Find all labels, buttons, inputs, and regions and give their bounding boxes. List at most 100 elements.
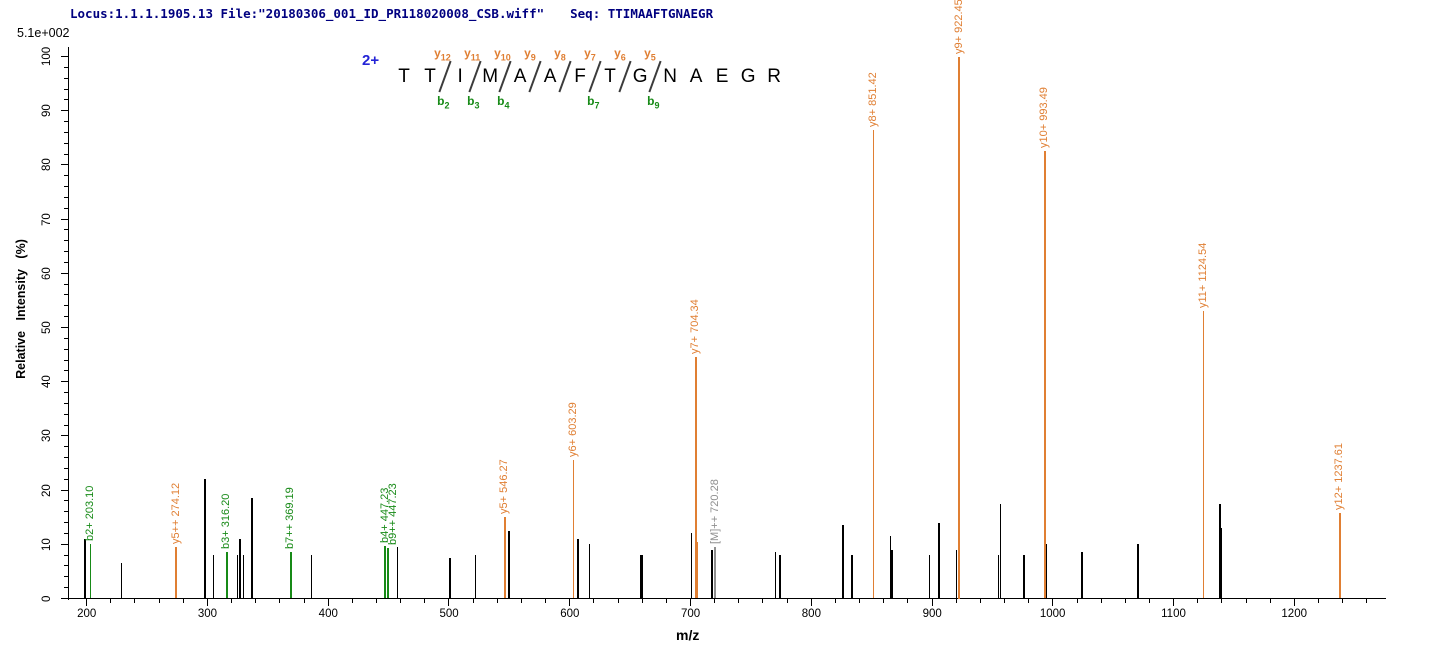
x-axis-minor-tick bbox=[979, 598, 981, 603]
y-axis-major-tick bbox=[61, 327, 68, 328]
peak bbox=[641, 555, 644, 599]
peak bbox=[239, 538, 241, 599]
cleavage-mark: y9 bbox=[524, 46, 542, 93]
x-axis-major-tick bbox=[810, 598, 812, 606]
y-axis-tick-label: 60 bbox=[41, 267, 53, 280]
peak bbox=[84, 538, 86, 599]
peak bbox=[1045, 544, 1048, 599]
y-ion-label-y12: y12 bbox=[434, 45, 451, 62]
peak bbox=[889, 536, 892, 599]
y-axis-minor-tick bbox=[64, 77, 68, 79]
y-axis-minor-tick bbox=[64, 283, 68, 285]
x-axis-minor-tick bbox=[1318, 598, 1320, 603]
b-ion-label-b2: b2 bbox=[437, 94, 450, 111]
y-axis-minor-tick bbox=[64, 142, 68, 144]
y-axis-minor-tick bbox=[64, 186, 68, 188]
peak bbox=[955, 549, 958, 599]
peak-label-y8: y8+ 851.42 bbox=[866, 71, 879, 127]
peak-y9 bbox=[958, 56, 960, 599]
x-axis-minor-tick bbox=[1366, 598, 1368, 603]
x-axis-minor-tick bbox=[303, 598, 305, 603]
y-axis-minor-tick bbox=[64, 261, 68, 263]
x-axis-tick-label: 200 bbox=[77, 607, 97, 620]
peak-label-b9: b9++ 447.23 bbox=[387, 483, 400, 546]
x-axis-minor-tick bbox=[859, 598, 861, 603]
y-ion-label-y11: y11 bbox=[464, 45, 481, 62]
peak bbox=[588, 544, 591, 599]
peak bbox=[842, 525, 844, 599]
peak-y10 bbox=[1044, 151, 1046, 599]
peak bbox=[204, 479, 206, 599]
peak bbox=[396, 547, 399, 599]
y-ion-label-y7: y7 bbox=[584, 45, 596, 62]
x-axis-tick-label: 800 bbox=[801, 607, 821, 620]
x-axis-minor-tick bbox=[255, 598, 257, 603]
x-axis-major-tick bbox=[931, 598, 933, 606]
y-axis-minor-tick bbox=[64, 446, 68, 448]
y-ion-label-y6: y6 bbox=[614, 45, 626, 62]
y-axis-major-tick bbox=[61, 381, 68, 383]
x-axis-minor-tick bbox=[593, 598, 595, 603]
y-axis-major-tick bbox=[61, 110, 68, 112]
y-axis-minor-tick bbox=[64, 229, 68, 231]
peak bbox=[1219, 503, 1221, 599]
x-axis-minor-tick bbox=[1245, 598, 1247, 603]
y-axis-tick-label: 50 bbox=[41, 321, 53, 334]
sequence-residue: E bbox=[715, 66, 729, 87]
x-axis-minor-tick bbox=[182, 598, 184, 603]
peak bbox=[120, 563, 123, 599]
y-ion-label-y8: y8 bbox=[554, 45, 566, 62]
x-axis-major-tick bbox=[690, 598, 692, 606]
y-axis-tick-label: 10 bbox=[41, 538, 53, 551]
x-axis-minor-tick bbox=[617, 598, 619, 603]
x-axis-tick-label: 1000 bbox=[1039, 607, 1066, 620]
peak-b2 bbox=[89, 544, 92, 599]
x-axis-minor-tick bbox=[1004, 598, 1006, 603]
peak bbox=[696, 541, 699, 599]
x-axis-tick-label: 900 bbox=[922, 607, 942, 620]
x-axis-minor-tick bbox=[496, 598, 498, 603]
peak bbox=[310, 555, 313, 599]
peak bbox=[999, 503, 1002, 599]
peak-label-y11: y11+ 1124.54 bbox=[1196, 242, 1209, 309]
y-axis-minor-tick bbox=[64, 121, 68, 123]
y-axis-major-tick bbox=[61, 164, 68, 166]
sequence-residue: G bbox=[740, 66, 756, 87]
peak bbox=[891, 549, 893, 599]
sequence-residue: T bbox=[604, 66, 616, 87]
y-axis-minor-tick bbox=[64, 467, 68, 469]
sequence-residue: G bbox=[632, 66, 648, 87]
x-axis-minor-tick bbox=[738, 598, 740, 603]
peak-b9 bbox=[387, 548, 389, 599]
precursor-charge-label: 2+ bbox=[362, 52, 380, 69]
x-axis-major-tick bbox=[1293, 598, 1295, 606]
peak-label-b2: b2+ 203.10 bbox=[83, 485, 96, 542]
y-axis-minor-tick bbox=[64, 175, 68, 177]
peak-b4 bbox=[384, 545, 386, 599]
y-axis-minor-tick bbox=[64, 305, 68, 307]
y-axis-minor-tick bbox=[64, 392, 68, 394]
sequence-residue: I bbox=[457, 66, 463, 87]
y-axis-major-tick bbox=[61, 218, 68, 220]
x-axis-minor-tick bbox=[424, 598, 426, 603]
y-axis-minor-tick bbox=[64, 251, 68, 253]
x-axis-minor-tick bbox=[1342, 598, 1344, 603]
x-axis-minor-tick bbox=[834, 598, 836, 603]
y-axis-minor-tick bbox=[64, 294, 68, 296]
x-axis-major-tick bbox=[86, 598, 88, 606]
x-axis-minor-tick bbox=[1197, 598, 1199, 603]
y-axis-minor-tick bbox=[64, 565, 68, 567]
spectrum-header: Locus:1.1.1.1905.13 File:"20180306_001_I… bbox=[70, 6, 713, 21]
peak bbox=[212, 555, 215, 599]
peak-label-y5: y5+ 546.27 bbox=[498, 459, 511, 515]
y-axis-minor-tick bbox=[64, 66, 68, 68]
x-axis-major-tick bbox=[1173, 598, 1175, 606]
y-axis-tick-label: 20 bbox=[41, 483, 53, 497]
y-axis-minor-tick bbox=[64, 424, 68, 426]
y-axis-minor-tick bbox=[64, 337, 68, 339]
x-axis-minor-tick bbox=[907, 598, 909, 603]
x-axis-minor-tick bbox=[110, 598, 112, 603]
peak-label-y5: y5++ 274.12 bbox=[169, 482, 182, 544]
